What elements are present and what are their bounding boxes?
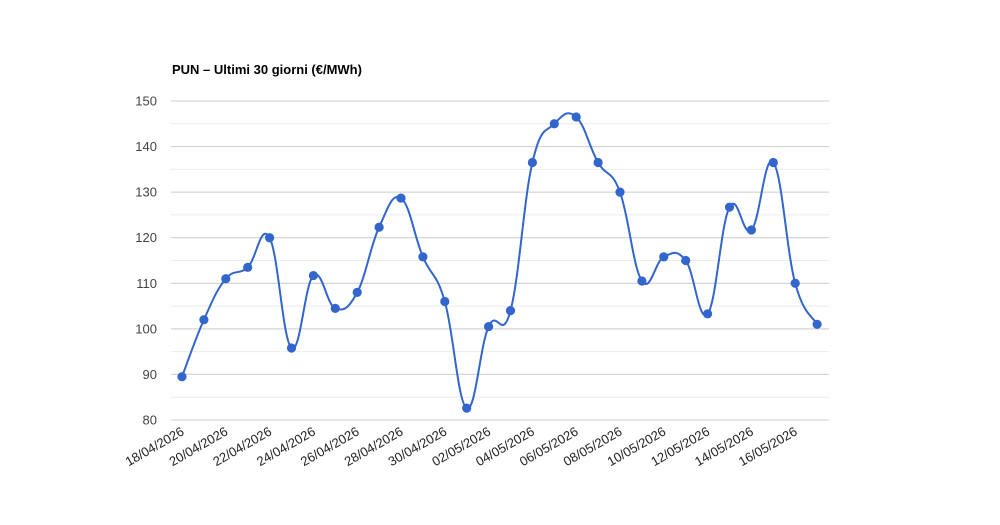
data-point [637, 276, 647, 286]
data-point [746, 225, 757, 235]
data-point [615, 187, 625, 197]
data-point [681, 255, 691, 266]
data-point [790, 278, 800, 288]
data-point [462, 403, 472, 413]
data-point [527, 157, 538, 168]
data-point [768, 157, 778, 168]
data-point [571, 112, 581, 122]
y-tick-label: 80 [143, 413, 157, 428]
y-tick-label: 140 [135, 139, 157, 154]
y-tick-label: 90 [143, 367, 157, 382]
y-tick-label: 120 [135, 230, 157, 245]
data-point [243, 262, 253, 272]
data-point [484, 321, 494, 332]
data-point [221, 274, 231, 284]
data-point [330, 303, 340, 313]
data-point [265, 233, 275, 243]
chart-title: PUN – Ultimi 30 giorni (€/MWh) [172, 62, 362, 77]
y-tick-label: 110 [136, 276, 157, 291]
data-point [286, 343, 297, 353]
data-point [396, 193, 406, 203]
y-tick-label: 130 [135, 185, 157, 200]
data-point [703, 309, 713, 319]
data-point [177, 372, 187, 382]
data-point [549, 119, 559, 129]
grid-layer [171, 100, 829, 421]
data-point [812, 319, 822, 329]
y-tick-label: 100 [135, 321, 157, 336]
data-point [308, 270, 318, 281]
data-point [505, 306, 516, 316]
y-tick-label: 150 [135, 94, 157, 109]
data-point [374, 222, 384, 232]
data-point [418, 252, 428, 262]
data-point [659, 252, 669, 262]
data-point [199, 315, 209, 325]
data-point [724, 202, 735, 212]
data-point [593, 157, 603, 168]
data-point [440, 296, 450, 307]
data-point [352, 287, 362, 297]
